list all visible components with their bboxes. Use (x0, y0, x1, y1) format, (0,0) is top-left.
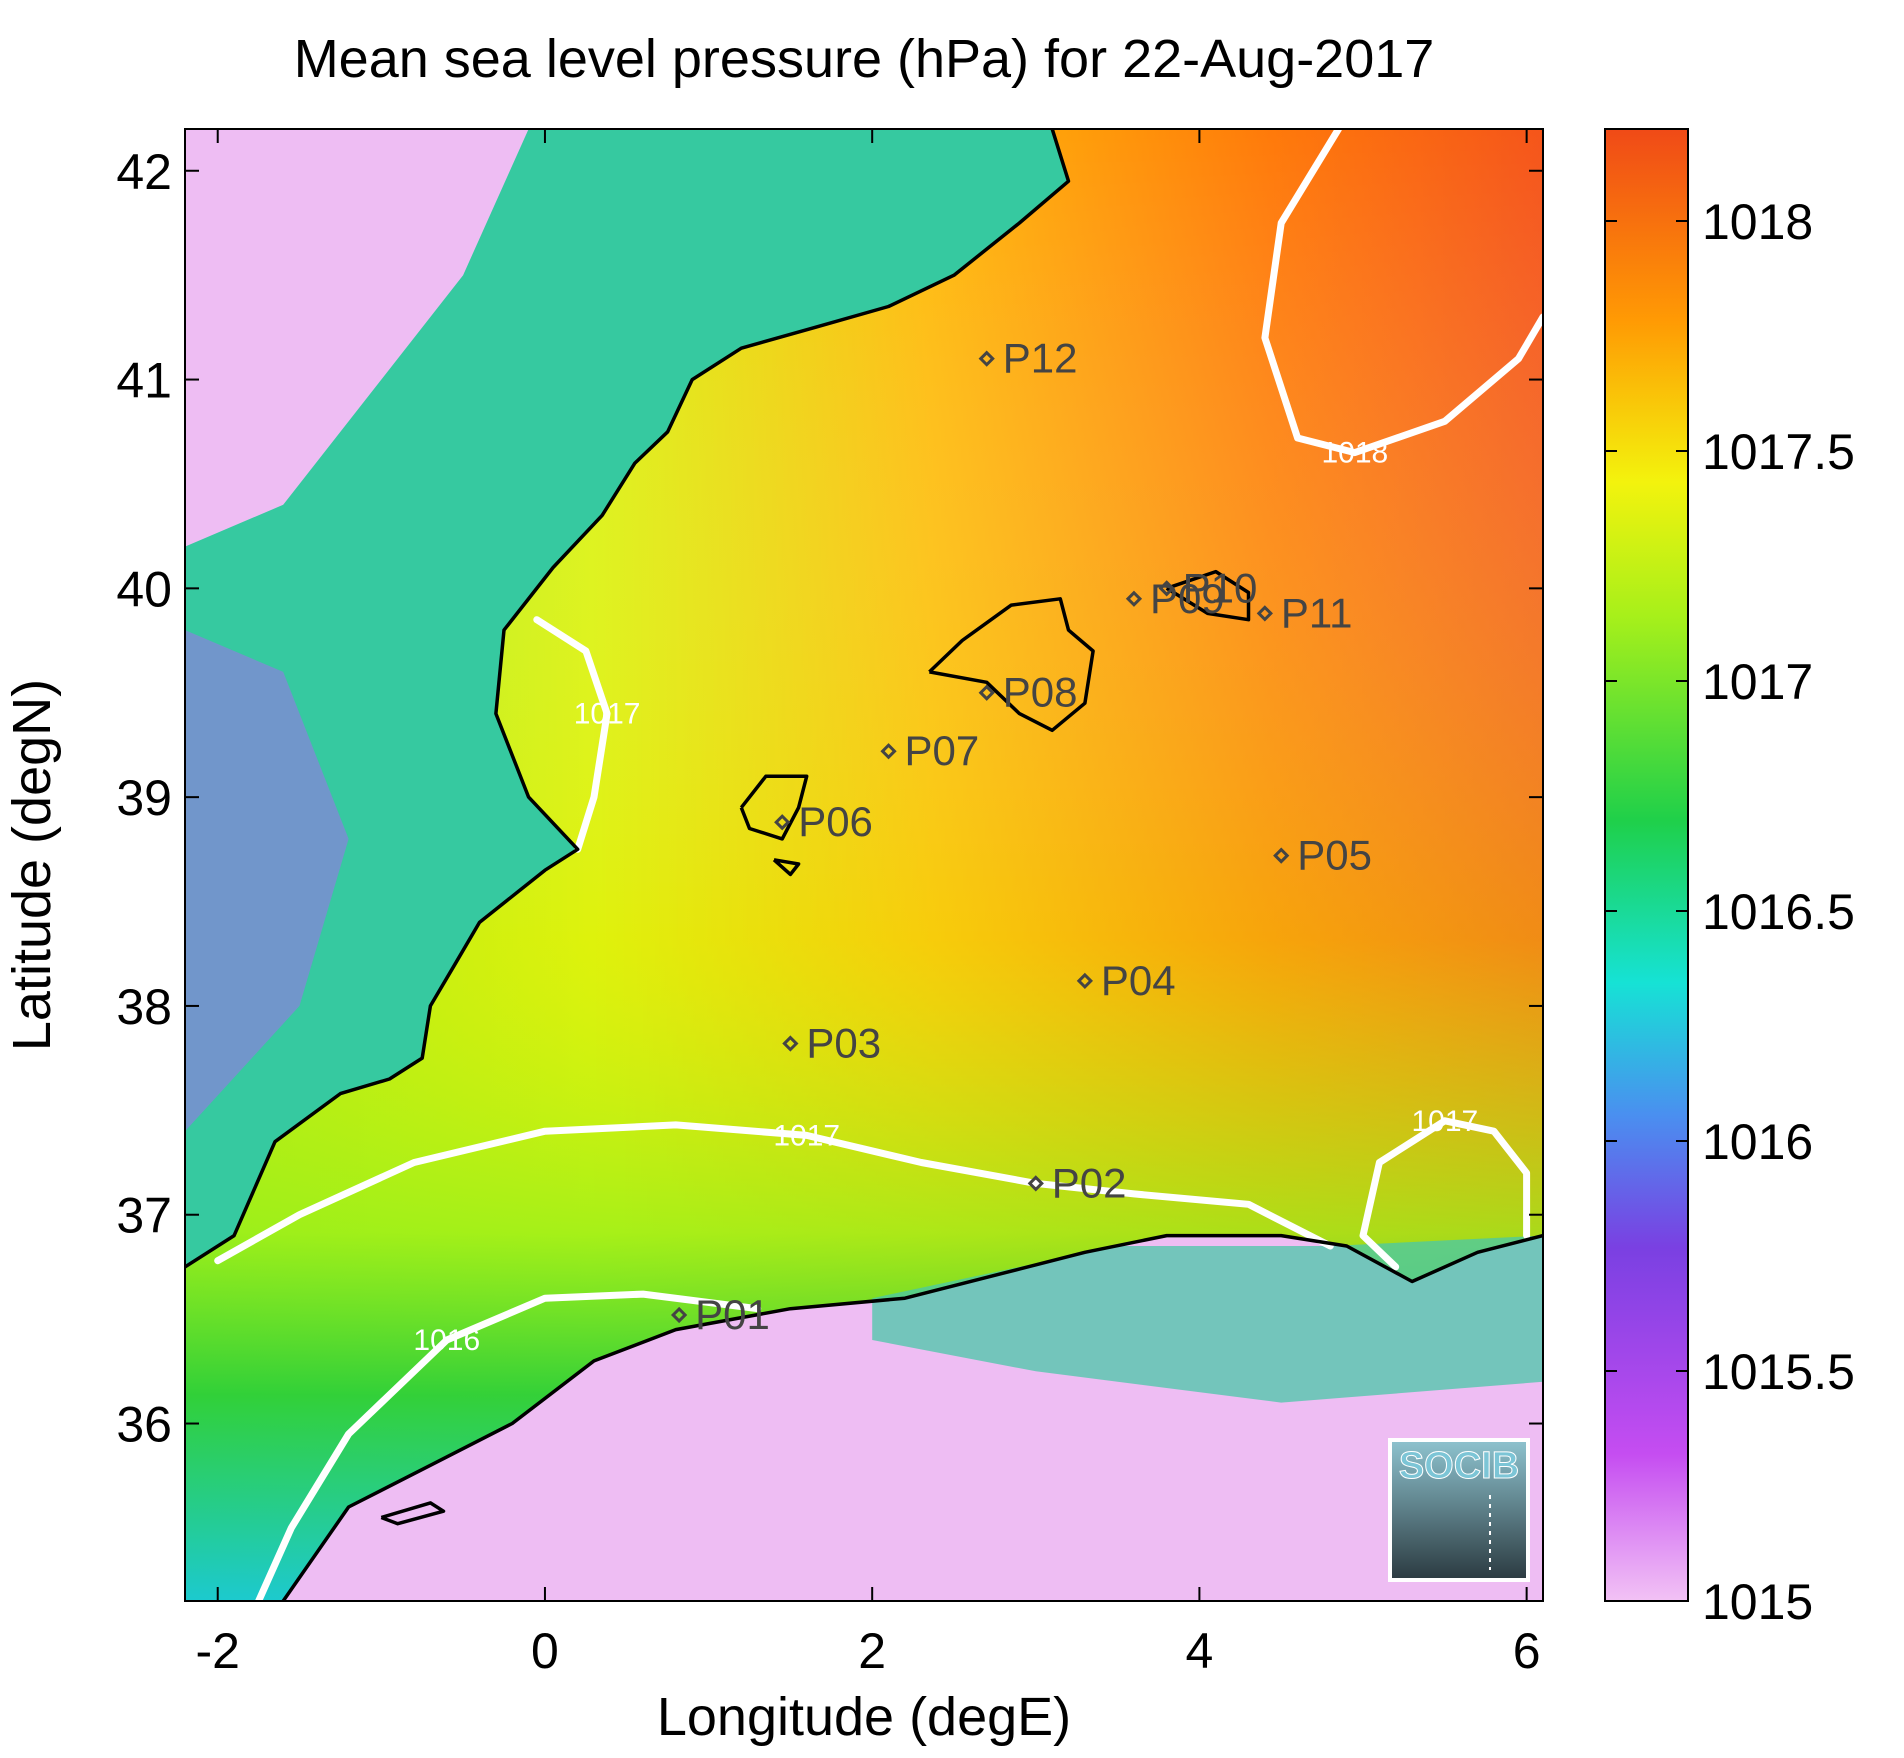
colorbar-tick-label: 1015 (1702, 1574, 1813, 1630)
colorbar (1604, 128, 1689, 1602)
socib-logo: SOCIB (1388, 1438, 1530, 1582)
coastline-n-africa (281, 1233, 1543, 1601)
station-label-p09: P09 (1150, 575, 1225, 622)
y-tick-label: 42 (116, 144, 172, 200)
socib-logo-text: SOCIB (1399, 1445, 1519, 1487)
station-label-p05: P05 (1297, 832, 1372, 879)
x-tick-label: 0 (531, 1623, 559, 1679)
x-tick-label: 6 (1513, 1623, 1541, 1679)
station-p11: P11 (1256, 589, 1353, 636)
contour-1017-3 (1359, 1117, 1531, 1271)
station-p01: P01 (670, 1291, 770, 1338)
station-label-p04: P04 (1101, 957, 1176, 1004)
x-tick-label: -2 (195, 1623, 239, 1679)
coastline-menorca (1165, 569, 1251, 622)
station-label-p11: P11 (1281, 589, 1353, 636)
station-p02: P02 (1027, 1159, 1127, 1206)
contour-label-3: 1017 (1411, 1105, 1478, 1138)
colorbar-tick-label: 1015.5 (1702, 1344, 1855, 1400)
plot-frame (184, 128, 1544, 1602)
station-label-p10: P10 (1183, 564, 1258, 611)
chart-title: Mean sea level pressure (hPa) for 22-Aug… (294, 29, 1435, 89)
contour-label-0: 1016 (413, 1324, 480, 1357)
station-label-p01: P01 (695, 1291, 770, 1338)
contour-1018-4 (1261, 129, 1543, 457)
coastline-iberia (185, 129, 1071, 1269)
contour-layer: 1016 1017 1017 1017 1018 (214, 129, 1543, 1601)
y-tick-label: 40 (116, 561, 172, 617)
x-axis-label: Longitude (degE) (657, 1687, 1071, 1747)
y-tick-label: 38 (116, 979, 172, 1035)
station-p05: P05 (1273, 832, 1372, 879)
land-africa-coast (872, 1235, 1543, 1403)
land-iberia-interior (185, 129, 529, 547)
station-p12: P12 (978, 335, 1078, 382)
station-p04: P04 (1076, 957, 1176, 1004)
coastline-formentera (772, 858, 801, 877)
station-p03: P03 (782, 1020, 881, 1067)
station-label-p08: P08 (1003, 669, 1078, 716)
contour-1017-1 (214, 1121, 1334, 1265)
colorbar-tick-label: 1016.5 (1702, 884, 1855, 940)
x-tick-label: 2 (858, 1623, 886, 1679)
y-tick-label: 41 (116, 353, 172, 409)
station-p06: P06 (774, 798, 873, 845)
colorbar-tick-label: 1017 (1702, 654, 1813, 710)
contour-label-2: 1017 (574, 698, 641, 731)
station-label-p02: P02 (1052, 1159, 1127, 1206)
contour-label-1: 1017 (773, 1119, 840, 1152)
contour-1016-0 (255, 1290, 762, 1601)
colorbar-tick-label: 1018 (1702, 194, 1813, 250)
coastline-layer (185, 129, 1543, 1601)
axes-layer: -2 0 2 4 6 36 37 38 39 40 41 42 (116, 129, 1543, 1679)
y-tick-label: 37 (116, 1188, 172, 1244)
y-axis-label: Latitude (degN) (2, 679, 62, 1051)
coastline-ibiza (739, 774, 809, 841)
coastline-alboran (380, 1501, 446, 1526)
station-label-p03: P03 (806, 1020, 881, 1067)
station-p08: P08 (978, 669, 1078, 716)
station-label-p07: P07 (905, 727, 980, 774)
contour-1017-2 (533, 616, 611, 853)
station-p09: P09 (1125, 575, 1225, 622)
y-tick-label: 39 (116, 770, 172, 826)
station-label-p06: P06 (798, 798, 873, 845)
colorbar-ticks: 1015 1015.5 1016 1016.5 1017 1017.5 1018 (1605, 194, 1855, 1630)
y-tick-label: 36 (116, 1397, 172, 1453)
station-p10: P10 (1158, 564, 1258, 611)
colorbar-tick-label: 1016 (1702, 1114, 1813, 1170)
land-iberia (185, 129, 1069, 1267)
contour-label-4: 1018 (1321, 437, 1388, 470)
colorbar-tick-label: 1017.5 (1702, 424, 1855, 480)
land-layer (185, 129, 1543, 1601)
station-label-p12: P12 (1003, 335, 1078, 382)
land-iberia-south (185, 630, 349, 1132)
x-tick-label: 4 (1186, 1623, 1214, 1679)
coastline-mallorca (928, 597, 1095, 733)
station-p07: P07 (880, 727, 980, 774)
